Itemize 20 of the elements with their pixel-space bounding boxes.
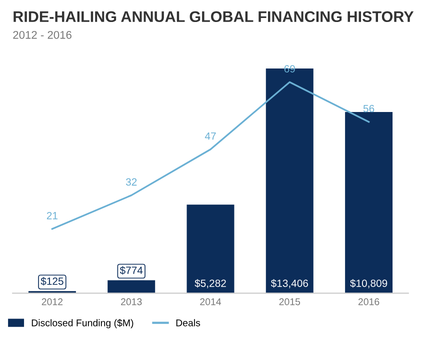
data-label: $13,406 [270,279,308,288]
data-label: 47 [204,132,216,140]
data-label: 56 [363,104,374,112]
legend-label: Deals [176,319,200,326]
data-label: $125 [40,277,64,286]
chart-subtitle: 2012 - 2016 [13,30,72,39]
data-label: $10,809 [350,279,388,288]
bar [345,112,393,294]
bar [186,204,234,294]
data-label: $5,282 [194,279,226,288]
legend-label: Disclosed Funding ($M) [32,319,134,328]
data-label: 32 [126,178,137,186]
chart-title: RIDE-HAILING ANNUAL GLOBAL FINANCING HISTORY [14,11,414,22]
x-tick-label: 2012 [42,298,63,306]
x-tick-label: 2015 [279,298,300,306]
data-label: $774 [120,266,143,275]
x-tick-label: 2016 [358,298,380,306]
data-label: 21 [46,212,58,220]
x-tick-label: 2013 [121,298,142,306]
x-tick-label: 2014 [200,298,222,306]
